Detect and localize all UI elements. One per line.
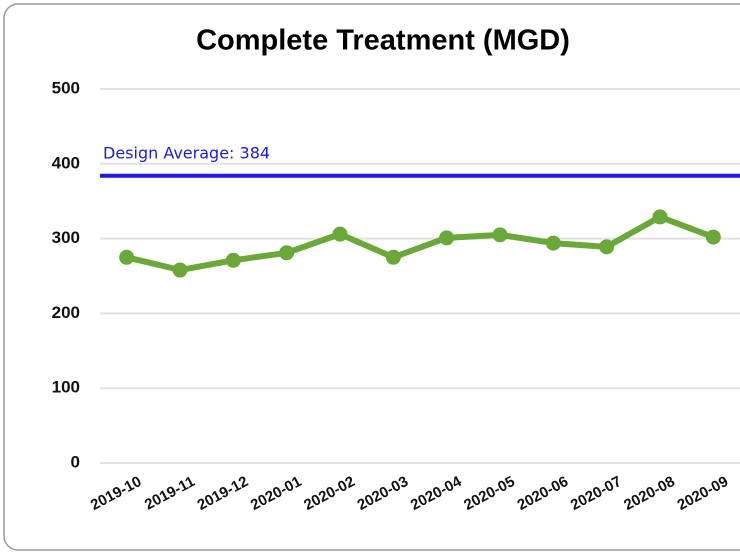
data-point — [492, 227, 508, 243]
data-point — [119, 249, 135, 265]
data-point — [705, 229, 721, 245]
data-point — [545, 235, 561, 251]
data-point — [652, 209, 668, 225]
data-point — [225, 252, 241, 268]
y-tick-label: 300 — [52, 228, 80, 247]
data-point — [172, 262, 188, 278]
series-line — [125, 213, 715, 274]
y-tick-label: 500 — [52, 78, 80, 97]
data-point — [279, 245, 295, 261]
y-tick-label: 100 — [52, 378, 80, 397]
data-point — [599, 239, 615, 255]
chart-frame — [3, 3, 740, 551]
data-point — [439, 230, 455, 246]
data-point — [332, 226, 348, 242]
data-point — [385, 249, 401, 265]
chart-title: Complete Treatment (MGD) — [196, 25, 570, 57]
y-tick-label: 0 — [71, 452, 80, 471]
reference-label: Design Average: 384 — [103, 143, 270, 162]
y-tick-label: 400 — [52, 153, 80, 172]
y-tick-label: 200 — [52, 303, 80, 322]
